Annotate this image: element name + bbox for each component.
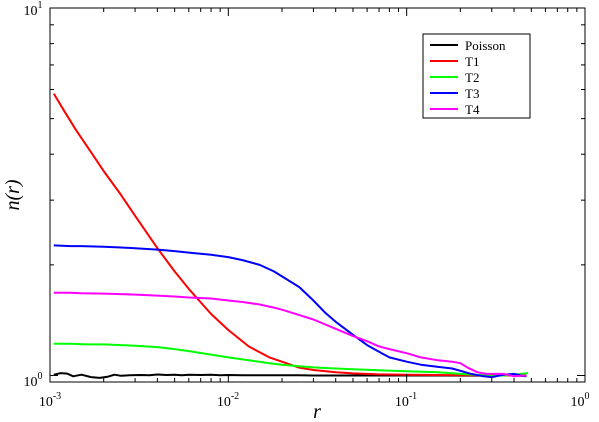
x-tick-label-3: 100 — [571, 391, 590, 410]
legend-label-t1: T1 — [465, 54, 479, 69]
series-line-t3 — [53, 244, 527, 379]
axis-ticks — [49, 7, 586, 382]
plot-frame — [49, 7, 586, 383]
legend: Poisson T1 T2 T3 T4 — [422, 33, 531, 119]
x-axis-title: r — [313, 401, 321, 422]
legend-label-poisson: Poisson — [465, 38, 506, 53]
x-tick-label-0: 10-3 — [39, 391, 61, 410]
legend-label-t4: T4 — [465, 102, 480, 117]
y-axis-title: n(r) — [2, 179, 24, 210]
x-tick-label-1: 10-2 — [217, 391, 239, 410]
series-line-t4 — [53, 291, 527, 378]
y-tick-label-0: 100 — [24, 371, 43, 390]
series-line-t2 — [53, 342, 529, 377]
y-tick-label-1: 101 — [24, 0, 43, 19]
plot-lines — [52, 93, 529, 379]
x-tick-label-2: 10-1 — [395, 391, 417, 410]
legend-label-t2: T2 — [465, 70, 479, 85]
legend-label-t3: T3 — [465, 86, 479, 101]
